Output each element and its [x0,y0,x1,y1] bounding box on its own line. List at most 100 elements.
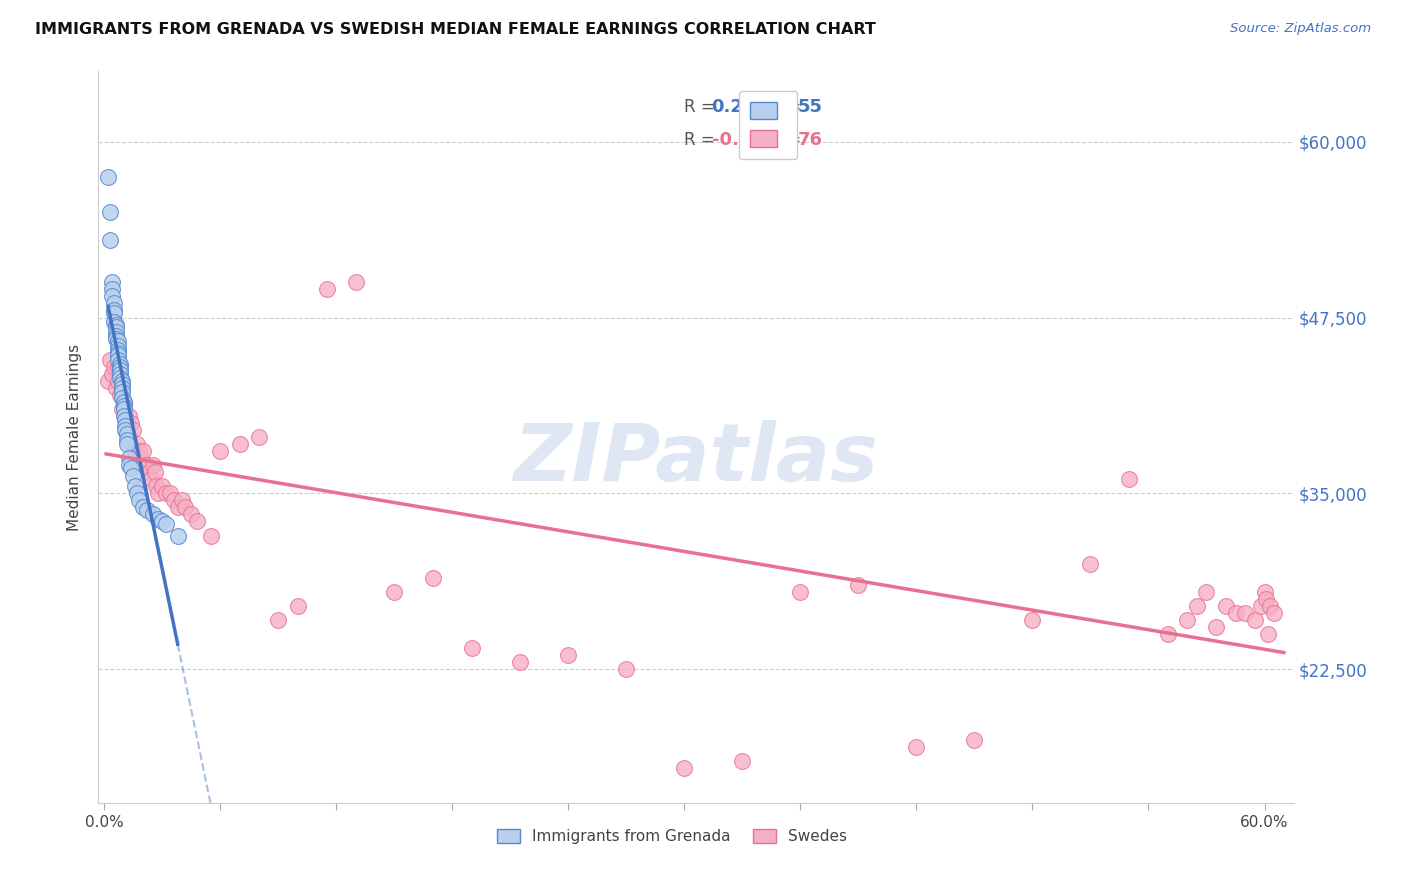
Point [112,401,135,416]
Point [509,655,531,669]
Point [139,472,162,486]
Point [422,571,444,585]
Point [1205,620,1227,634]
Point [1080,557,1102,571]
Point [180,508,202,522]
Point [150,515,173,529]
Point [247,430,270,444]
Point [1256,591,1278,606]
Point [1250,599,1272,613]
Point [905,739,928,754]
Text: ZIPatlas: ZIPatlas [513,420,879,498]
Point [132,500,155,515]
Point [155,517,177,532]
Point [1257,627,1279,641]
Point [108,388,131,402]
Text: 55: 55 [797,98,823,117]
Point [111,374,134,388]
Point [112,395,135,409]
Point [150,479,173,493]
Point [111,376,134,391]
Point [143,465,166,479]
Point [1157,627,1180,641]
Point [107,338,129,352]
Point [107,349,129,363]
Point [120,461,142,475]
Point [200,528,222,542]
Point [135,458,157,473]
Point [166,528,188,542]
Text: -0.354: -0.354 [711,131,776,149]
Point [142,458,165,473]
Point [101,289,124,303]
Point [103,303,125,318]
Point [104,332,127,346]
Point [614,662,637,676]
Point [108,367,131,381]
Point [135,503,157,517]
Point [107,345,129,359]
Point [731,754,754,768]
Point [118,451,141,466]
Point [103,315,125,329]
Point [460,641,482,656]
Point [103,359,125,374]
Point [267,613,290,627]
Point [112,399,135,413]
Point [111,381,134,395]
Point [848,578,870,592]
Point [128,444,150,458]
Point [107,334,129,349]
Point [1021,613,1043,627]
Text: N =: N = [759,98,807,117]
Legend: Immigrants from Grenada, Swedes: Immigrants from Grenada, Swedes [491,822,853,850]
Point [104,318,127,332]
Point [287,599,309,613]
Point [1195,584,1218,599]
Point [104,325,127,339]
Point [101,367,124,381]
Point [117,433,139,447]
Point [111,401,134,416]
Point [344,276,367,290]
Point [122,423,145,437]
Point [101,282,124,296]
Point [1258,599,1281,613]
Point [97,374,120,388]
Point [1175,613,1198,627]
Point [98,352,121,367]
Point [382,584,405,599]
Point [166,500,188,515]
Point [114,409,136,423]
Point [134,458,156,473]
Point [107,359,129,374]
Point [107,374,129,388]
Point [1263,606,1285,620]
Point [129,451,152,466]
Point [127,486,149,500]
Point [138,465,160,479]
Point [104,320,127,334]
Text: Source: ZipAtlas.com: Source: ZipAtlas.com [1230,22,1371,36]
Point [789,584,811,599]
Point [120,416,142,430]
Point [1225,606,1247,620]
Point [170,493,193,508]
Point [108,359,131,374]
Point [673,761,696,775]
Point [128,493,150,508]
Point [114,423,136,437]
Point [117,437,139,451]
Point [155,486,177,500]
Point [108,357,131,371]
Point [117,416,139,430]
Point [1234,606,1257,620]
Point [108,371,131,385]
Text: 0.269: 0.269 [711,98,769,117]
Point [112,409,135,423]
Point [132,444,155,458]
Text: 76: 76 [797,131,823,149]
Point [1185,599,1208,613]
Point [111,391,134,405]
Point [111,385,134,400]
